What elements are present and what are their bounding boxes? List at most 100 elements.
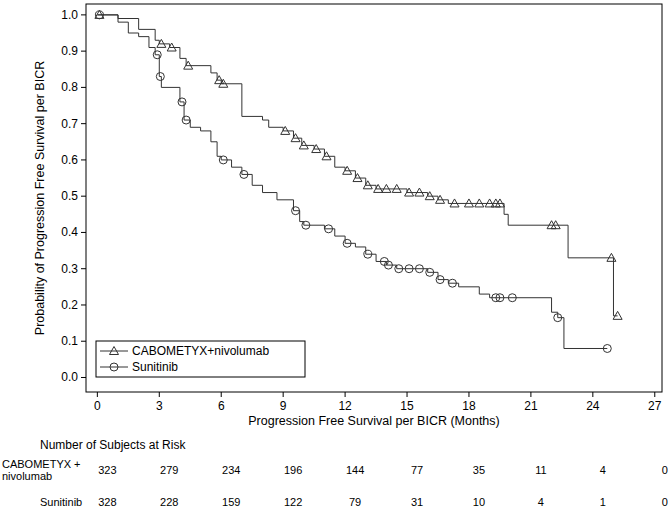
at-risk-count: 328 [98,496,116,506]
at-risk-count: 159 [222,496,240,506]
censor-marker [299,141,308,149]
at-risk-count: 31 [411,496,423,506]
x-tick [97,392,98,397]
x-tick [345,392,346,397]
censor-marker [302,221,310,229]
x-tick-label: 9 [280,399,287,413]
plot-frame [86,4,662,392]
censor-marker [281,126,290,134]
x-tick-label: 3 [156,399,163,413]
censor-marker [312,145,321,153]
legend-line [100,351,128,352]
y-tick [81,87,86,88]
at-risk-count: 1 [600,496,606,506]
censor-marker [292,207,300,215]
legend-line [100,367,128,368]
censor-marker [415,265,423,273]
y-tick-label: 0.2 [61,298,78,312]
y-tick-label: 0.3 [61,262,78,276]
censor-marker [219,79,228,87]
y-tick [81,159,86,160]
censor-marker [425,192,434,200]
censor-marker [167,43,176,51]
at-risk-count: 4 [538,496,544,506]
x-tick-label: 15 [400,399,414,413]
censor-marker [405,188,414,196]
censor-marker [374,184,383,192]
x-tick [592,392,593,397]
at-risk-count: 144 [346,464,364,476]
x-tick-label: 21 [524,399,538,413]
x-tick-label: 0 [94,399,101,413]
censor-marker [240,170,248,178]
censor-marker [322,152,331,160]
censor-marker [291,134,300,142]
at-risk-row-label: nivolumab [2,470,52,482]
at-risk-row-label: Sunitinib [40,496,82,506]
censor-marker [364,250,372,258]
x-tick [159,392,160,397]
censor-marker [184,61,193,69]
censor-marker [343,239,351,247]
censor-marker [156,73,164,81]
y-tick [81,232,86,233]
censor-marker [392,184,401,192]
censor-marker [496,294,504,302]
x-tick [468,392,469,397]
censor-marker [182,116,190,124]
censor-marker [157,39,166,47]
censor-marker [178,98,186,106]
censor-marker [607,253,616,261]
censor-marker [613,311,622,319]
y-tick [81,123,86,124]
x-tick-label: 6 [218,399,225,413]
x-tick [407,392,408,397]
legend: CABOMETYX+nivolumabSunitinib [96,341,305,377]
y-tick-label: 0.8 [61,80,78,94]
censor-marker [603,344,611,352]
at-risk-count: 11 [535,464,546,476]
at-risk-count: 279 [160,464,178,476]
y-tick-label: 0.4 [61,225,78,239]
legend-marker [110,363,118,371]
y-tick-label: 0.6 [61,153,78,167]
censor-marker [485,199,494,207]
y-axis-label: Probability of Progression Free Survival… [33,61,47,335]
x-tick-label: 12 [338,399,352,413]
survival-curve [97,15,607,349]
legend-box [96,341,305,377]
at-risk-count: 10 [473,496,485,506]
y-tick-label: 0.7 [61,117,78,131]
at-risk-count: 4 [600,464,606,476]
at-risk-count: 0 [662,464,668,476]
censor-marker [464,199,473,207]
y-tick [81,196,86,197]
censor-marker [405,265,413,273]
x-tick-label: 27 [648,399,662,413]
x-axis-label: Progression Free Survival per BICR (Mont… [248,414,499,428]
censor-marker [415,188,424,196]
censor-marker [95,10,104,18]
censor-marker [363,181,372,189]
chart: 0.00.10.20.30.40.50.60.70.80.91.00369121… [0,0,668,506]
censor-marker [343,166,352,174]
censor-marker [436,195,445,203]
censor-marker [508,294,516,302]
censor-marker [475,199,484,207]
x-tick [654,392,655,397]
plot-data [95,10,622,352]
censor-marker [495,199,504,207]
censor-marker [95,11,103,19]
censor-marker [325,225,333,233]
legend-marker [110,347,119,355]
y-tick-label: 0.9 [61,44,78,58]
x-tick [283,392,284,397]
at-risk-count: 77 [411,464,423,476]
at-risk-count: 122 [284,496,302,506]
censor-marker [450,199,459,207]
y-tick-label: 0.0 [61,370,78,384]
censor-marker [395,265,403,273]
censor-marker [153,51,161,59]
y-tick-label: 0.1 [61,334,78,348]
y-tick [81,304,86,305]
